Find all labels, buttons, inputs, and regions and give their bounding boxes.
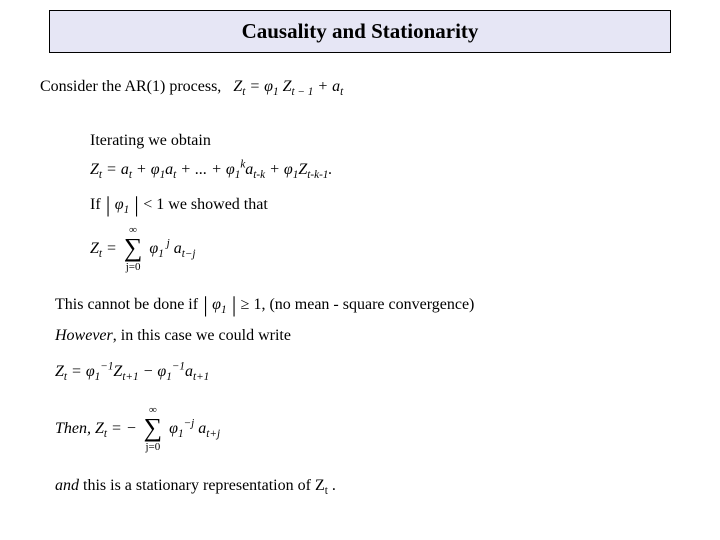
if-text: If	[90, 196, 105, 213]
and-word: and	[55, 477, 79, 494]
line-however: However, in this case we could write	[55, 325, 291, 347]
intro-line: Consider the AR(1) process, Zt = φ1 Zt −…	[40, 78, 343, 98]
cannot-text: This cannot be done if	[55, 296, 202, 313]
we-showed: < 1 we showed that	[143, 196, 268, 213]
no-mean-square: ≥ 1, (no mean - square convergence)	[241, 296, 475, 313]
line-iterating: Iterating we obtain	[90, 130, 211, 152]
then-text: Then,	[55, 420, 95, 437]
eq-sum-positive: Zt = ∞ ∑ j=0 φ1 j at−j	[90, 235, 196, 263]
line-cannot-be-done: This cannot be done if | φ1 | ≥ 1, (no m…	[55, 290, 474, 321]
line-if-less-1: If | φ1 | < 1 we showed that	[90, 190, 268, 221]
slide-title: Causality and Stationarity	[49, 10, 671, 53]
could-write: , in this case we could write	[113, 327, 291, 344]
line-stationary-rep: and this is a stationary representation …	[55, 475, 336, 500]
intro-equation: Zt = φ1 Zt − 1 + at	[233, 78, 343, 95]
eq-iteration: Zt = at + φ1at + ... + φ1kat-k + φ1Zt-k-…	[90, 158, 332, 184]
eq-sum-negative: Then, Zt = − ∞ ∑ j=0 φ1−j at+j	[55, 415, 220, 443]
however-word: However	[55, 327, 113, 344]
eq-future: Zt = φ1−1Zt+1 − φ1−1at+1	[55, 360, 209, 386]
intro-text: Consider the AR(1) process,	[40, 78, 221, 95]
